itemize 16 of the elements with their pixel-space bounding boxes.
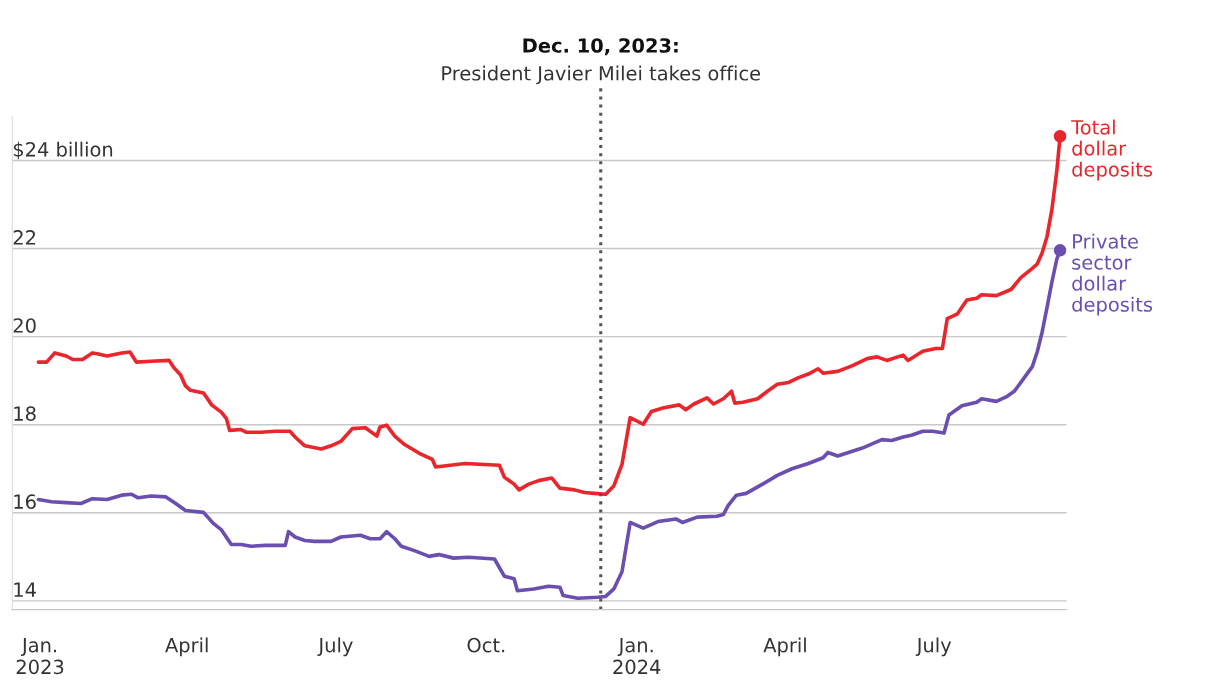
series-label: Total dollar deposits [1071, 119, 1153, 181]
y-tick-label: 16 [14, 494, 36, 509]
x-tick-label: Oct. [467, 637, 505, 653]
x-tick-label: April [763, 637, 806, 657]
x-tick-label: Jan. 2024 [613, 638, 661, 675]
x-tick-label: April [165, 637, 208, 657]
y-tick-label: 22 [13, 230, 36, 245]
x-tick-label: July [317, 637, 353, 657]
y-tick-label: 14 [14, 582, 36, 597]
x-tick-label: July [915, 637, 952, 657]
y-tick-label: 20 [13, 318, 36, 333]
ref-line-label: Dec. 10, 2023: President Javier Milei takes office [442, 38, 761, 85]
y-tick-label: 18 [14, 406, 36, 421]
x-tick-label: Jan. 2023 [16, 638, 64, 675]
y-tick-label: $24 billion [13, 141, 113, 160]
series-label: Private sector dollar deposits [1072, 233, 1153, 316]
